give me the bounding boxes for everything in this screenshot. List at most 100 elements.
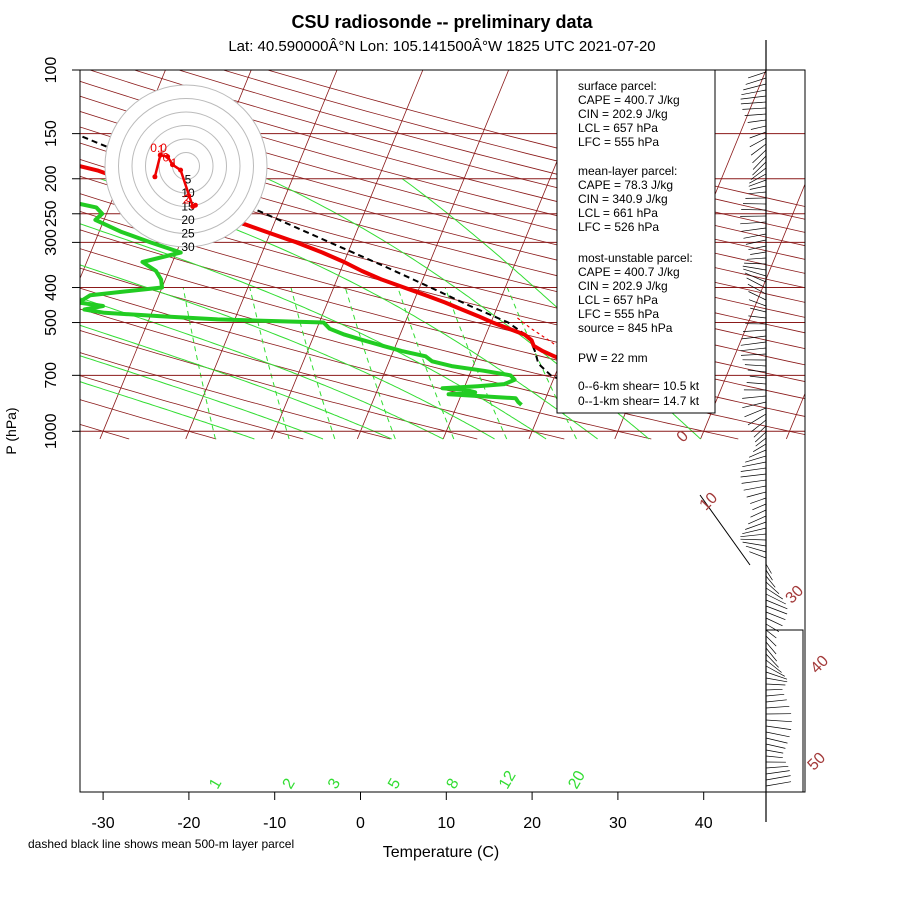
dry-adiabat bbox=[80, 424, 130, 440]
stats-box: surface parcel: CAPE = 400.7 J/kg CIN = … bbox=[556, 69, 716, 414]
moist-adiabat bbox=[100, 178, 598, 440]
wind-barb bbox=[741, 209, 767, 211]
hodograph-point bbox=[192, 202, 198, 208]
wind-barb bbox=[749, 375, 767, 379]
wind-barb bbox=[750, 509, 767, 518]
wind-barb bbox=[748, 449, 767, 458]
hodograph-point-label: 1 bbox=[171, 156, 178, 170]
wind-barb bbox=[748, 245, 767, 251]
wind-barb bbox=[744, 407, 767, 418]
wind-barb bbox=[765, 731, 790, 738]
most-unstable-cin: CIN = 202.9 J/kg bbox=[578, 279, 668, 293]
wind-barb bbox=[765, 587, 783, 600]
mean-layer-lcl: LCL = 661 hPa bbox=[578, 206, 658, 220]
wind-barb bbox=[749, 137, 767, 148]
mixing-ratio-label: 12 bbox=[496, 768, 520, 792]
dry-adiabat bbox=[80, 308, 565, 440]
isotherm-line bbox=[785, 392, 805, 440]
wind-barb bbox=[742, 265, 767, 271]
dry-adiabat bbox=[80, 95, 805, 289]
hodograph-point bbox=[152, 174, 158, 180]
hodograph-point bbox=[165, 154, 171, 160]
dry-adiabat bbox=[80, 352, 391, 440]
wind-barb bbox=[754, 431, 767, 443]
wind-barb bbox=[765, 593, 786, 605]
dry-adiabat bbox=[80, 142, 805, 334]
wind-barb bbox=[765, 683, 786, 686]
hodograph-ring bbox=[118, 98, 254, 234]
wind-barb bbox=[744, 262, 767, 265]
mixing-ratio-labels: 1 2 3 5 8 12 20 bbox=[206, 768, 589, 792]
wind-barb bbox=[742, 401, 767, 409]
wind-barb bbox=[765, 770, 790, 775]
mean-layer-cin: CIN = 340.9 J/kg bbox=[578, 192, 668, 206]
x-axis-label: Temperature (C) bbox=[383, 844, 499, 861]
dry-adiabat bbox=[178, 70, 805, 233]
hodograph-point-label: 1 bbox=[158, 143, 165, 157]
x-axis-ticks: -30 -20 -10 0 10 20 30 40 bbox=[92, 792, 713, 832]
wind-barb bbox=[748, 179, 767, 187]
hodograph-point bbox=[170, 162, 175, 168]
dry-adiabat bbox=[80, 126, 805, 318]
wind-barb bbox=[753, 443, 767, 452]
wind-barb bbox=[747, 413, 767, 426]
x-tick-label: -30 bbox=[92, 815, 115, 832]
y-tick-label: 1000 bbox=[43, 413, 60, 449]
mean-layer-lfc: LFC = 526 hPa bbox=[578, 220, 659, 234]
dry-adiabat bbox=[80, 375, 304, 440]
y-axis-ticks: 100 150 200 250 300 400 500 700 1000 bbox=[43, 57, 80, 449]
wind-barb bbox=[741, 227, 767, 232]
wind-barb bbox=[751, 419, 767, 432]
wind-barb bbox=[748, 291, 767, 301]
moist-adiabat bbox=[80, 381, 255, 440]
shear-0-1km: 0--1-km shear= 14.7 kt bbox=[578, 394, 700, 408]
most-unstable-lfc: LFC = 555 hPa bbox=[578, 307, 659, 321]
surface-lfc: LFC = 555 hPa bbox=[578, 135, 659, 149]
wind-barb bbox=[742, 395, 767, 399]
dry-adiabat-label: 30 bbox=[783, 582, 808, 607]
wind-barb bbox=[740, 533, 767, 538]
wind-barb bbox=[742, 461, 767, 468]
moist-adiabat-grid bbox=[80, 178, 701, 440]
wind-barb bbox=[765, 581, 780, 594]
wind-barb bbox=[750, 307, 767, 313]
chart-title: CSU radiosonde -- preliminary data bbox=[291, 12, 593, 32]
footnote: dashed black line shows mean 500-m layer… bbox=[28, 837, 294, 851]
wind-barb bbox=[765, 737, 788, 744]
mixing-ratio-label: 8 bbox=[443, 776, 462, 792]
mixing-ratio-label: 1 bbox=[206, 776, 225, 792]
x-tick-label: -20 bbox=[177, 815, 200, 832]
wind-barb bbox=[765, 647, 777, 662]
wind-barb bbox=[747, 71, 767, 79]
hodograph-point bbox=[157, 152, 163, 158]
wind-barb bbox=[765, 725, 792, 730]
wind-barb bbox=[765, 605, 788, 615]
hodograph-point-label: 0.0 bbox=[150, 141, 167, 155]
wind-barb bbox=[765, 653, 779, 668]
wind-barb bbox=[750, 143, 767, 156]
wind-barb bbox=[765, 635, 777, 647]
hodograph-point bbox=[178, 167, 184, 173]
wind-barb bbox=[750, 125, 767, 130]
chart-subtitle: Lat: 40.590000Â°N Lon: 105.141500Â°W 182… bbox=[228, 38, 655, 55]
isotherm-line bbox=[356, 70, 510, 440]
dry-adiabat bbox=[223, 70, 805, 220]
mixing-ratio-grid bbox=[182, 287, 577, 440]
most-unstable-header: most-unstable parcel: bbox=[578, 251, 693, 265]
y-tick-label: 200 bbox=[43, 165, 60, 192]
dry-adiabat-label: 10 bbox=[697, 489, 722, 514]
wind-barb bbox=[746, 382, 767, 385]
wind-barb bbox=[750, 167, 767, 180]
wind-barb bbox=[740, 341, 767, 346]
wind-barb bbox=[745, 239, 767, 245]
wind-barb bbox=[765, 755, 783, 759]
y-tick-label: 100 bbox=[43, 57, 60, 84]
most-unstable-lcl: LCL = 657 hPa bbox=[578, 293, 658, 307]
wind-barb bbox=[742, 329, 767, 332]
dry-adiabat-label: 50 bbox=[805, 749, 830, 774]
wind-barb bbox=[765, 623, 780, 633]
surface-cape: CAPE = 400.7 J/kg bbox=[578, 93, 680, 107]
moist-adiabat bbox=[80, 264, 495, 440]
